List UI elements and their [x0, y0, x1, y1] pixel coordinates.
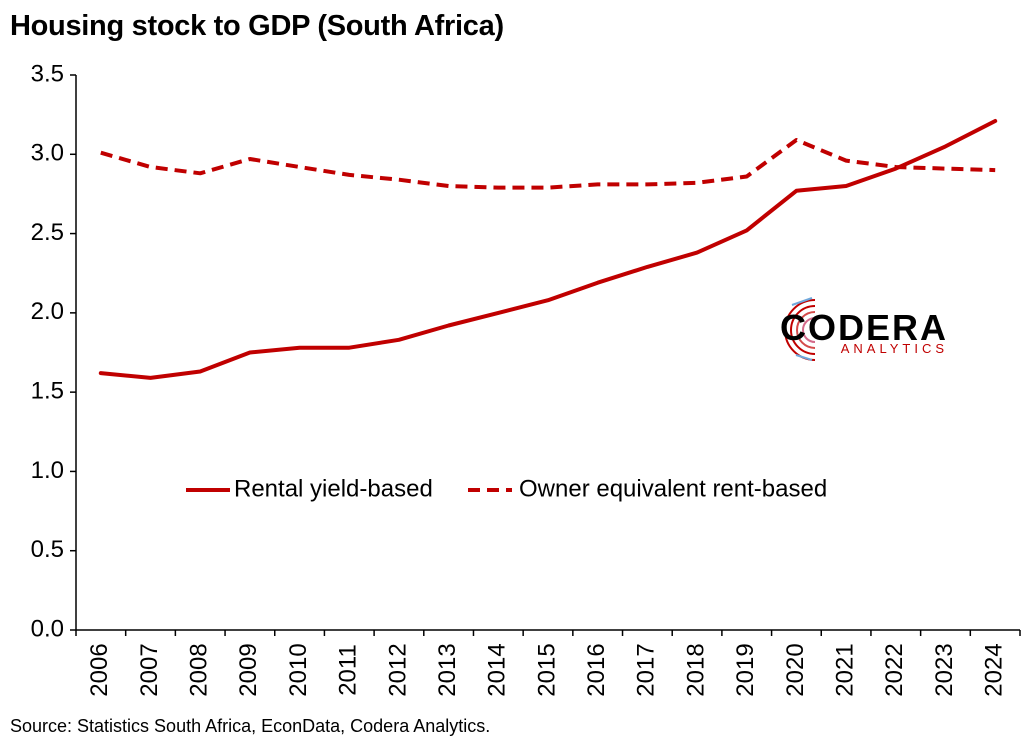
series-line-rental-yield: [98, 119, 998, 380]
x-tick-label: 2021: [831, 643, 858, 696]
x-tick-label: 2018: [682, 643, 709, 696]
x-tick-label: 2012: [384, 643, 411, 696]
logo-subtitle: ANALYTICS: [841, 341, 948, 356]
y-tick-label: 2.0: [31, 298, 64, 325]
y-tick-label: 1.0: [31, 457, 64, 484]
x-tick-label: 2024: [981, 643, 1008, 696]
series-lines: [98, 119, 998, 380]
x-tick-label: 2014: [484, 643, 511, 696]
x-tick-label: 2022: [881, 643, 908, 696]
series-line-owner-equivalent-rent: [100, 138, 996, 190]
x-tick-label: 2019: [732, 643, 759, 696]
y-tick-label: 1.5: [31, 377, 64, 404]
x-tick-label: 2016: [583, 643, 610, 696]
x-tick-label: 2020: [782, 643, 809, 696]
y-tick-label: 2.5: [31, 219, 64, 246]
logo-name: CODERA: [780, 307, 948, 348]
chart-title: Housing stock to GDP (South Africa): [10, 10, 504, 42]
y-axis: 0.0 0.5 1.0 1.5 2.0 2.5 3.0 3.5: [31, 60, 77, 642]
x-tick-label: 2015: [533, 643, 560, 696]
x-tick-label: 2010: [285, 643, 312, 696]
x-tick-label: 2011: [335, 644, 362, 696]
x-tick-label: 2009: [235, 643, 262, 696]
x-tick-label: 2023: [931, 643, 958, 696]
legend-label: Owner equivalent rent-based: [519, 475, 827, 502]
x-tick-label: 2008: [186, 643, 213, 696]
source-note: Source: Statistics South Africa, EconDat…: [10, 716, 491, 736]
x-tick-label: 2006: [86, 643, 113, 696]
x-axis: 2006 2007 2008 2009 2010 2011 2012 2013 2014 2015…: [75, 629, 1021, 697]
x-tick-label: 2007: [136, 643, 163, 696]
y-tick-label: 3.5: [31, 60, 64, 87]
x-tick-label: 2013: [434, 643, 461, 696]
y-tick-label: 0.5: [31, 536, 64, 563]
x-tick-label: 2017: [633, 643, 660, 696]
fingerprint-icon: [784, 297, 816, 361]
legend-label: Rental yield-based: [234, 475, 433, 502]
codera-logo: CODERA ANALYTICS: [780, 297, 948, 361]
legend: Rental yield-based Owner equivalent rent-…: [186, 475, 827, 502]
y-tick-label: 0.0: [31, 615, 64, 642]
y-tick-label: 3.0: [31, 140, 64, 167]
